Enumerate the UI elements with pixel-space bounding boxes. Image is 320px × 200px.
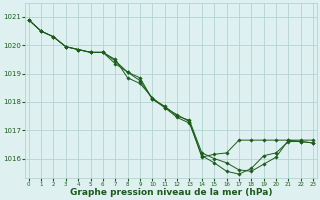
X-axis label: Graphe pression niveau de la mer (hPa): Graphe pression niveau de la mer (hPa) — [70, 188, 272, 197]
